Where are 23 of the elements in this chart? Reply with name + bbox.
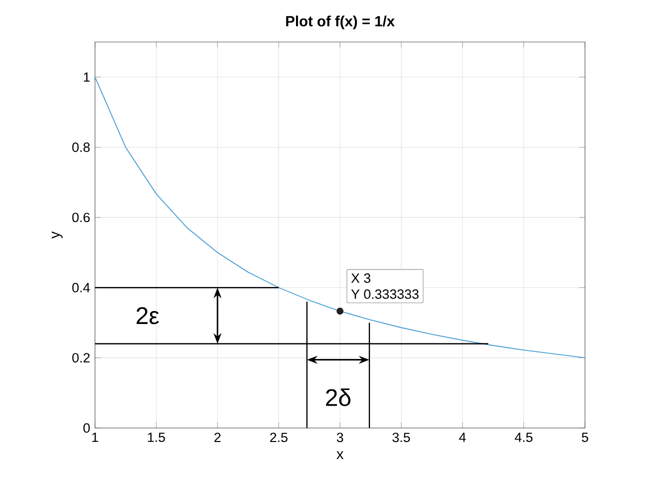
annotation: 2ε xyxy=(136,307,160,324)
y-tick-label: 0.4 xyxy=(72,282,90,292)
x-tick-label: 4.5 xyxy=(514,432,532,442)
x-tick-label: 3 xyxy=(336,432,344,442)
y-tick-label: 0.6 xyxy=(72,212,90,222)
annotation: 2δ xyxy=(326,388,350,406)
line-series xyxy=(94,76,586,358)
chart-title: Plot of f(x) = 1/x xyxy=(286,16,395,30)
y-tick-label: 0.2 xyxy=(72,353,90,363)
x-tick-label: 2.5 xyxy=(270,432,288,442)
y-tick-label: 1 xyxy=(84,72,90,82)
y-tick-label: 0 xyxy=(83,423,90,433)
x-tick-label: 3.5 xyxy=(392,432,410,442)
annotation: Y 0.333333 xyxy=(351,289,419,299)
y-axis-title: y xyxy=(52,231,63,239)
x-tick-label: 2 xyxy=(214,432,221,442)
x-axis-title: x xyxy=(336,451,344,460)
y-tick-label: 0.8 xyxy=(72,142,90,152)
annotation: X 3 xyxy=(351,273,370,283)
x-tick-label: 1 xyxy=(92,432,98,442)
x-tick-label: 4 xyxy=(459,432,466,442)
x-tick-label: 1.5 xyxy=(148,432,165,442)
x-tick-label: 5 xyxy=(582,432,588,442)
